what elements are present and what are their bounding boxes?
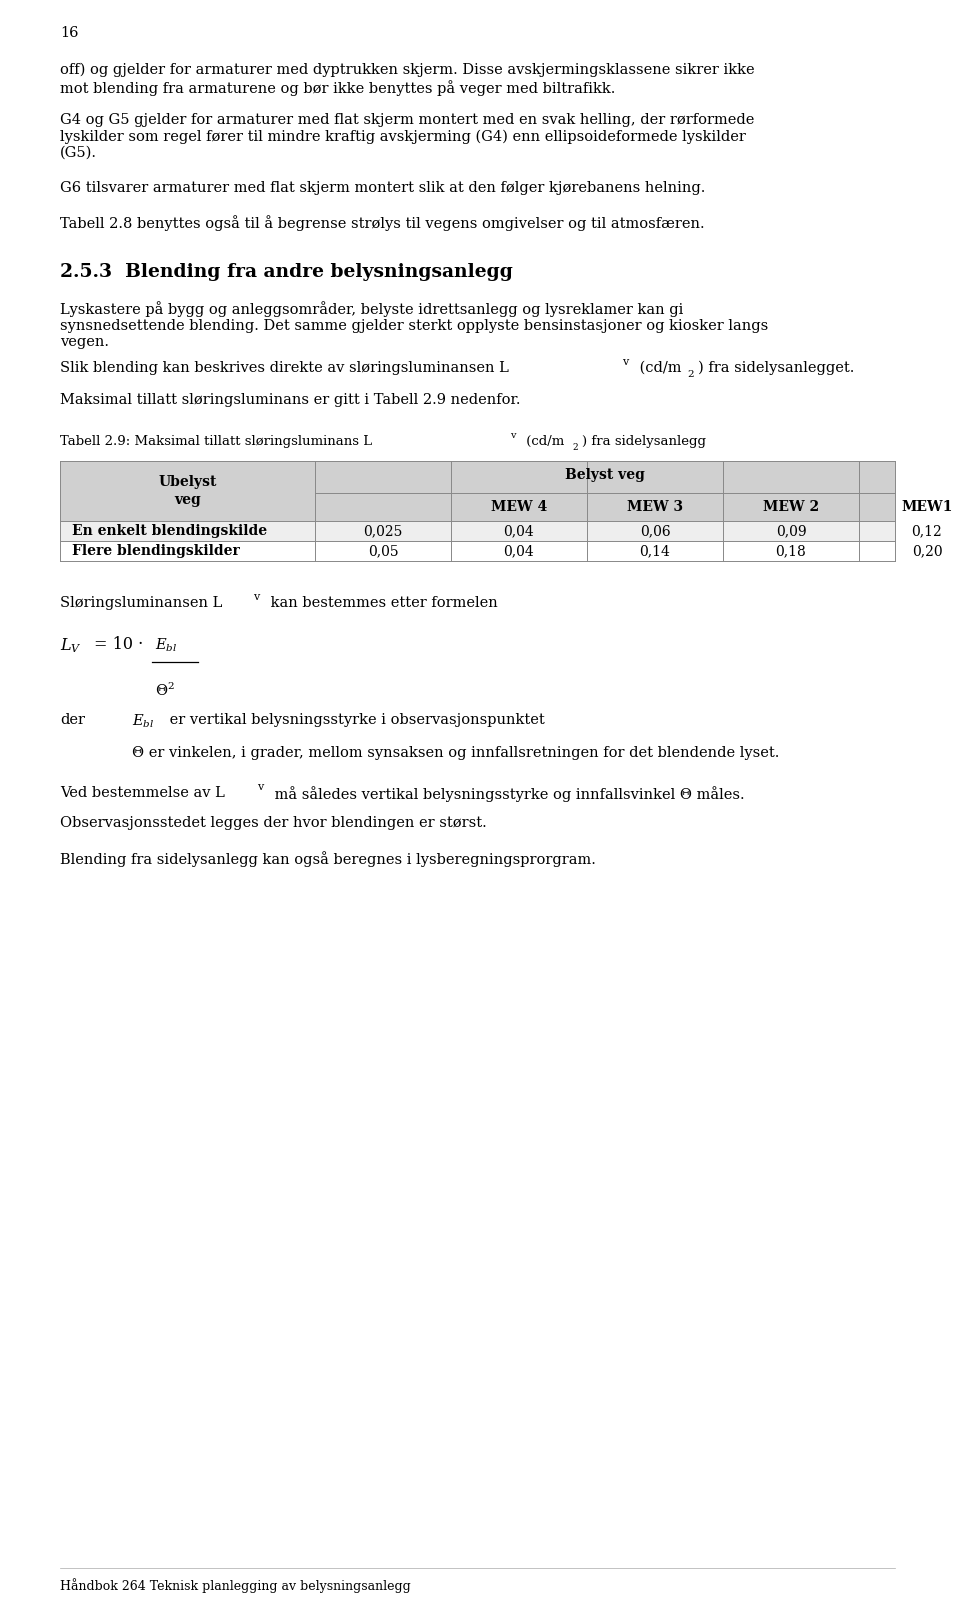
Text: Håndbok 264 Teknisk planlegging av belysningsanlegg: Håndbok 264 Teknisk planlegging av belys…	[60, 1578, 411, 1594]
Text: $L_V$: $L_V$	[60, 636, 82, 654]
Text: 16: 16	[60, 26, 79, 41]
Text: v: v	[510, 432, 516, 440]
Text: Flere blendingskilder: Flere blendingskilder	[72, 544, 240, 558]
Text: Belyst veg: Belyst veg	[565, 467, 645, 482]
Text: MEW1: MEW1	[901, 500, 952, 514]
Text: Tabell 2.9: Maksimal tillatt sløringsluminans L: Tabell 2.9: Maksimal tillatt sløringslum…	[60, 435, 372, 448]
Text: Blending fra sidelysanlegg kan også beregnes i lysberegningsprorgram.: Blending fra sidelysanlegg kan også bere…	[60, 850, 596, 867]
Bar	[60, 521, 895, 540]
Text: 0,18: 0,18	[776, 544, 806, 558]
Text: 0,04: 0,04	[504, 544, 535, 558]
Text: Lyskastere på bygg og anleggsområder, belyste idrettsanlegg og lysreklamer kan g: Lyskastere på bygg og anleggsområder, be…	[60, 300, 768, 349]
Text: v: v	[257, 782, 264, 792]
Text: 0,06: 0,06	[639, 524, 670, 537]
Text: $\Theta^2$: $\Theta^2$	[155, 682, 175, 700]
Text: 2: 2	[572, 443, 578, 451]
Text: 0,04: 0,04	[504, 524, 535, 537]
Text: er vertikal belysningsstyrke i observasjonspunktet: er vertikal belysningsstyrke i observasj…	[165, 712, 544, 727]
Text: 0,05: 0,05	[368, 544, 398, 558]
Text: Θ er vinkelen, i grader, mellom synsaksen og innfallsretningen for det blendende: Θ er vinkelen, i grader, mellom synsakse…	[132, 747, 780, 760]
Text: G4 og G5 gjelder for armaturer med flat skjerm montert med en svak helling, der : G4 og G5 gjelder for armaturer med flat …	[60, 114, 755, 161]
Text: MEW 4: MEW 4	[491, 500, 547, 514]
Text: kan bestemmes etter formelen: kan bestemmes etter formelen	[267, 596, 498, 610]
Text: v: v	[622, 357, 628, 367]
Text: 0,20: 0,20	[912, 544, 943, 558]
Text: ) fra sidelysanlegget.: ) fra sidelysanlegget.	[698, 360, 854, 375]
Text: v: v	[253, 592, 260, 602]
Text: Ved bestemmelse av L: Ved bestemmelse av L	[60, 786, 225, 800]
Text: 2: 2	[687, 370, 694, 380]
Text: ) fra sidelysanlegg: ) fra sidelysanlegg	[582, 435, 706, 448]
Text: = 10 ·: = 10 ·	[94, 636, 143, 652]
Text: En enkelt blendingskilde: En enkelt blendingskilde	[72, 524, 267, 537]
Bar	[60, 461, 895, 521]
Text: må således vertikal belysningsstyrke og innfallsvinkel Θ måles.: må således vertikal belysningsstyrke og …	[271, 786, 745, 802]
Text: Slik blending kan beskrives direkte av sløringsluminansen L: Slik blending kan beskrives direkte av s…	[60, 360, 509, 375]
Text: MEW 2: MEW 2	[763, 500, 819, 514]
Text: Ubelyst
veg: Ubelyst veg	[158, 476, 217, 508]
Text: off) og gjelder for armaturer med dyptrukken skjerm. Disse avskjermingsklassene : off) og gjelder for armaturer med dyptru…	[60, 63, 755, 96]
Text: G6 tilsvarer armaturer med flat skjerm montert slik at den følger kjørebanens he: G6 tilsvarer armaturer med flat skjerm m…	[60, 182, 706, 195]
Text: 0,12: 0,12	[912, 524, 943, 537]
Text: (cd/m: (cd/m	[635, 360, 682, 375]
Text: 0,025: 0,025	[363, 524, 402, 537]
Text: MEW 3: MEW 3	[627, 500, 684, 514]
Text: Sløringsluminansen L: Sløringsluminansen L	[60, 596, 223, 610]
Text: der: der	[60, 712, 85, 727]
Text: 0,09: 0,09	[776, 524, 806, 537]
Text: (cd/m: (cd/m	[522, 435, 564, 448]
Text: $E_{bl}$: $E_{bl}$	[155, 636, 178, 654]
Bar	[60, 540, 895, 562]
Text: Tabell 2.8 benyttes også til å begrense strølys til vegens omgivelser og til atm: Tabell 2.8 benyttes også til å begrense …	[60, 214, 705, 230]
Text: 0,14: 0,14	[639, 544, 670, 558]
Text: Maksimal tillatt sløringsluminans er gitt i Tabell 2.9 nedenfor.: Maksimal tillatt sløringsluminans er git…	[60, 393, 520, 407]
Text: $E_{bl}$: $E_{bl}$	[132, 712, 155, 730]
Text: 2.5.3  Blending fra andre belysningsanlegg: 2.5.3 Blending fra andre belysningsanleg…	[60, 263, 513, 281]
Text: Observasjonsstedet legges der hvor blendingen er størst.: Observasjonsstedet legges der hvor blend…	[60, 816, 487, 829]
